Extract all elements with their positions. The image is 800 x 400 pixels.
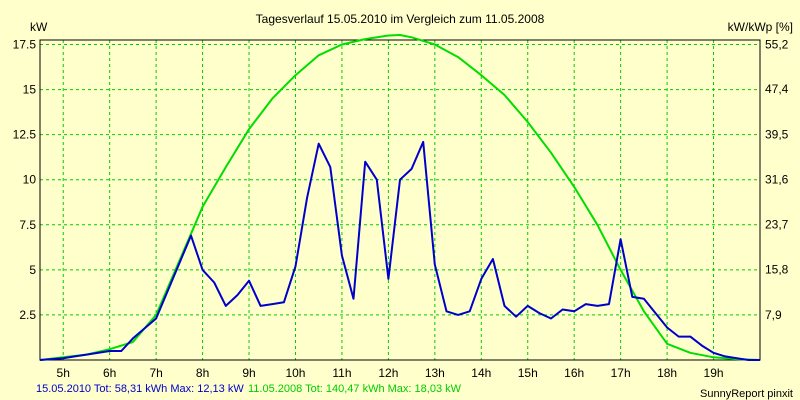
- y-tick-label-right: 47,4: [765, 82, 789, 96]
- legend-series-2010: 15.05.2010 Tot: 58,31 kWh Max: 12,13 kW: [36, 383, 244, 395]
- y-tick-label-right: 15,8: [765, 263, 789, 277]
- x-tick-label: 11h: [332, 366, 351, 380]
- y-tick-label-right: 31,6: [765, 172, 789, 186]
- x-tick-label: 6h: [103, 366, 116, 380]
- y-tick-label-left: 12.5: [13, 128, 37, 142]
- y-tick-label-left: 10: [23, 173, 37, 187]
- y-axis-left-label: kW: [30, 20, 48, 34]
- x-tick-label: 9h: [242, 366, 255, 380]
- x-tick-label: 14h: [471, 366, 491, 380]
- y-tick-label-left: 17.5: [13, 38, 37, 52]
- tick-labels: 5h 6h 7h 8h 9h 10h 11h 12h 13h 14h 15h 16h 17h 18h 19h…: [13, 38, 789, 380]
- series-lines: [39, 34, 761, 361]
- x-tick-label: 13h: [425, 366, 445, 380]
- x-tick-label: 5h: [57, 366, 70, 380]
- y-tick-label-right: 7,9: [765, 308, 782, 322]
- y-tick-label-left: 15: [23, 83, 37, 97]
- credit-label: SunnyReport pinxit: [700, 388, 793, 400]
- y-tick-label-right: 39,5: [765, 127, 789, 141]
- x-tick-label: 17h: [611, 366, 631, 380]
- y-axis-right-label: kW/kWp [%]: [728, 20, 793, 34]
- y-tick-label-left: 2.5: [19, 308, 36, 322]
- y-tick-label-right: 23,7: [765, 218, 789, 232]
- x-tick-label: 12h: [378, 366, 398, 380]
- x-tick-label: 10h: [285, 366, 305, 380]
- y-tick-label-left: 5: [29, 263, 36, 277]
- x-tick-label: 7h: [149, 366, 162, 380]
- grid-lines: [40, 40, 760, 360]
- x-tick-label: 15h: [518, 366, 538, 380]
- series-line-15-05-2010: [39, 140, 760, 361]
- y-tick-label-right: 55,2: [765, 38, 789, 52]
- plot-frame: [39, 39, 761, 361]
- x-tick-label: 18h: [657, 366, 677, 380]
- y-tick-label-left: 7.5: [19, 218, 36, 232]
- x-tick-label: 19h: [704, 366, 724, 380]
- legend-series-2008: 11.05.2008 Tot: 140,47 kWh Max: 18,03 kW: [248, 383, 462, 395]
- x-tick-label: 8h: [196, 366, 209, 380]
- x-tick-label: 16h: [564, 366, 584, 380]
- chart-title: Tagesverlauf 15.05.2010 im Vergleich zum…: [256, 12, 545, 26]
